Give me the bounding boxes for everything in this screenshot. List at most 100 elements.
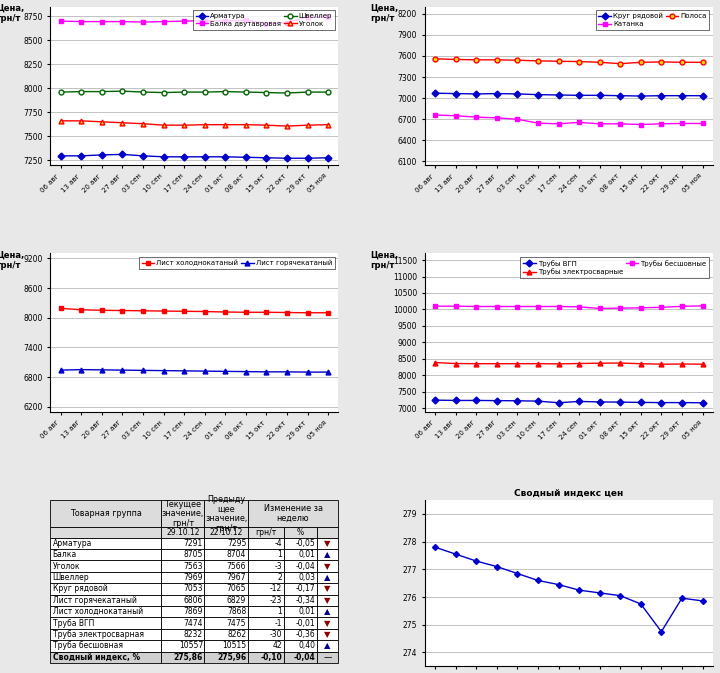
Швеллер bbox=[159, 89, 168, 97]
Лист холоднокатаный bbox=[324, 309, 333, 317]
Лист холоднокатаный bbox=[97, 306, 106, 314]
Text: Лист холоднокатаный: Лист холоднокатаный bbox=[53, 607, 143, 616]
Bar bbox=[161, 606, 204, 617]
Text: грн/т: грн/т bbox=[255, 528, 276, 537]
Арматура bbox=[303, 154, 312, 162]
Bar bbox=[317, 640, 338, 651]
Уголок bbox=[77, 117, 86, 125]
Text: 6829: 6829 bbox=[227, 596, 246, 605]
Катанка bbox=[513, 115, 522, 123]
Лист горячекатаный bbox=[324, 368, 333, 376]
Трубы бесшовные bbox=[472, 302, 480, 310]
Text: -0,36: -0,36 bbox=[296, 630, 315, 639]
Line: Полоса: Полоса bbox=[433, 57, 705, 66]
Арматура bbox=[56, 152, 65, 160]
Трубы ВГП bbox=[492, 396, 501, 404]
Bar bbox=[50, 583, 161, 594]
Text: -3: -3 bbox=[274, 561, 282, 571]
Text: -23: -23 bbox=[270, 596, 282, 605]
Bar bbox=[284, 629, 317, 640]
Bar bbox=[248, 549, 284, 561]
Text: 7868: 7868 bbox=[227, 607, 246, 616]
Text: Труба ВГП: Труба ВГП bbox=[53, 618, 94, 627]
Лист горячекатаный bbox=[303, 368, 312, 376]
Балка двутавровая bbox=[77, 17, 86, 26]
Text: Сводный индекс, %: Сводный индекс, % bbox=[53, 653, 140, 662]
Уголок bbox=[139, 120, 148, 128]
Трубы электросварные bbox=[575, 359, 583, 367]
Трубы бесшовные bbox=[636, 304, 645, 312]
Bar bbox=[204, 629, 248, 640]
Лист горячекатаный bbox=[77, 365, 86, 374]
Text: 10515: 10515 bbox=[222, 641, 246, 650]
Арматура bbox=[139, 152, 148, 160]
Трубы электросварные bbox=[472, 359, 480, 367]
Трубы электросварные bbox=[616, 359, 624, 367]
Line: Лист горячекатаный: Лист горячекатаный bbox=[58, 367, 330, 375]
Трубы ВГП bbox=[554, 398, 563, 406]
Трубы ВГП bbox=[451, 396, 460, 404]
Полоса bbox=[657, 58, 666, 66]
Катанка bbox=[492, 114, 501, 122]
Арматура bbox=[324, 153, 333, 162]
Text: 8232: 8232 bbox=[184, 630, 203, 639]
Катанка bbox=[575, 118, 583, 127]
Line: Арматура: Арматура bbox=[58, 152, 330, 161]
Трубы электросварные bbox=[698, 360, 707, 368]
Катанка bbox=[616, 120, 624, 128]
Text: ▼: ▼ bbox=[324, 539, 331, 548]
Bar bbox=[204, 549, 248, 561]
Лист холоднокатаный bbox=[221, 308, 230, 316]
Лист холоднокатаный bbox=[180, 308, 189, 316]
Bar bbox=[50, 640, 161, 651]
Круг рядовой bbox=[534, 91, 542, 99]
Лист холоднокатаный bbox=[303, 309, 312, 317]
Text: ▼: ▼ bbox=[324, 630, 331, 639]
Bar bbox=[248, 561, 284, 572]
Text: 8704: 8704 bbox=[227, 551, 246, 559]
Text: -0,01: -0,01 bbox=[296, 618, 315, 627]
Bar bbox=[50, 617, 161, 629]
Уголок bbox=[118, 118, 127, 127]
Y-axis label: Цена,
грн/т: Цена, грн/т bbox=[0, 250, 24, 270]
Швеллер bbox=[241, 88, 250, 96]
Арматура bbox=[180, 153, 189, 161]
Bar bbox=[50, 549, 161, 561]
Bar bbox=[317, 538, 338, 549]
Трубы электросварные bbox=[513, 359, 522, 367]
Лист холоднокатаный bbox=[77, 306, 86, 314]
Bar bbox=[204, 594, 248, 606]
Bar bbox=[50, 561, 161, 572]
Legend: Круг рядовой, Катанка, Полоса: Круг рядовой, Катанка, Полоса bbox=[595, 10, 709, 30]
Text: 7869: 7869 bbox=[184, 607, 203, 616]
Уголок bbox=[56, 117, 65, 125]
Полоса bbox=[513, 56, 522, 64]
Line: Трубы электросварные: Трубы электросварные bbox=[433, 360, 705, 367]
Уголок bbox=[283, 122, 292, 130]
Bar bbox=[317, 617, 338, 629]
Уголок bbox=[324, 120, 333, 129]
Text: 7563: 7563 bbox=[184, 561, 203, 571]
Катанка bbox=[472, 113, 480, 121]
Лист горячекатаный bbox=[159, 367, 168, 375]
Лист горячекатаный bbox=[262, 368, 271, 376]
Круг рядовой bbox=[513, 90, 522, 98]
Балка двутавровая bbox=[283, 19, 292, 27]
Трубы электросварные bbox=[657, 360, 666, 368]
Трубы ВГП bbox=[575, 397, 583, 405]
Text: 6806: 6806 bbox=[184, 596, 203, 605]
Text: 1: 1 bbox=[277, 607, 282, 616]
Полоса bbox=[472, 56, 480, 64]
Legend: Трубы ВГП, Трубы электросварные, Трубы бесшовные: Трубы ВГП, Трубы электросварные, Трубы б… bbox=[521, 257, 709, 278]
Уголок bbox=[200, 120, 209, 129]
Bar bbox=[248, 500, 338, 528]
Bar bbox=[204, 640, 248, 651]
Лист горячекатаный bbox=[97, 366, 106, 374]
Катанка bbox=[657, 120, 666, 128]
Text: Уголок: Уголок bbox=[53, 561, 81, 571]
Bar bbox=[161, 528, 204, 538]
Bar bbox=[317, 629, 338, 640]
Bar bbox=[284, 583, 317, 594]
Text: —: — bbox=[323, 653, 332, 662]
Bar bbox=[204, 606, 248, 617]
